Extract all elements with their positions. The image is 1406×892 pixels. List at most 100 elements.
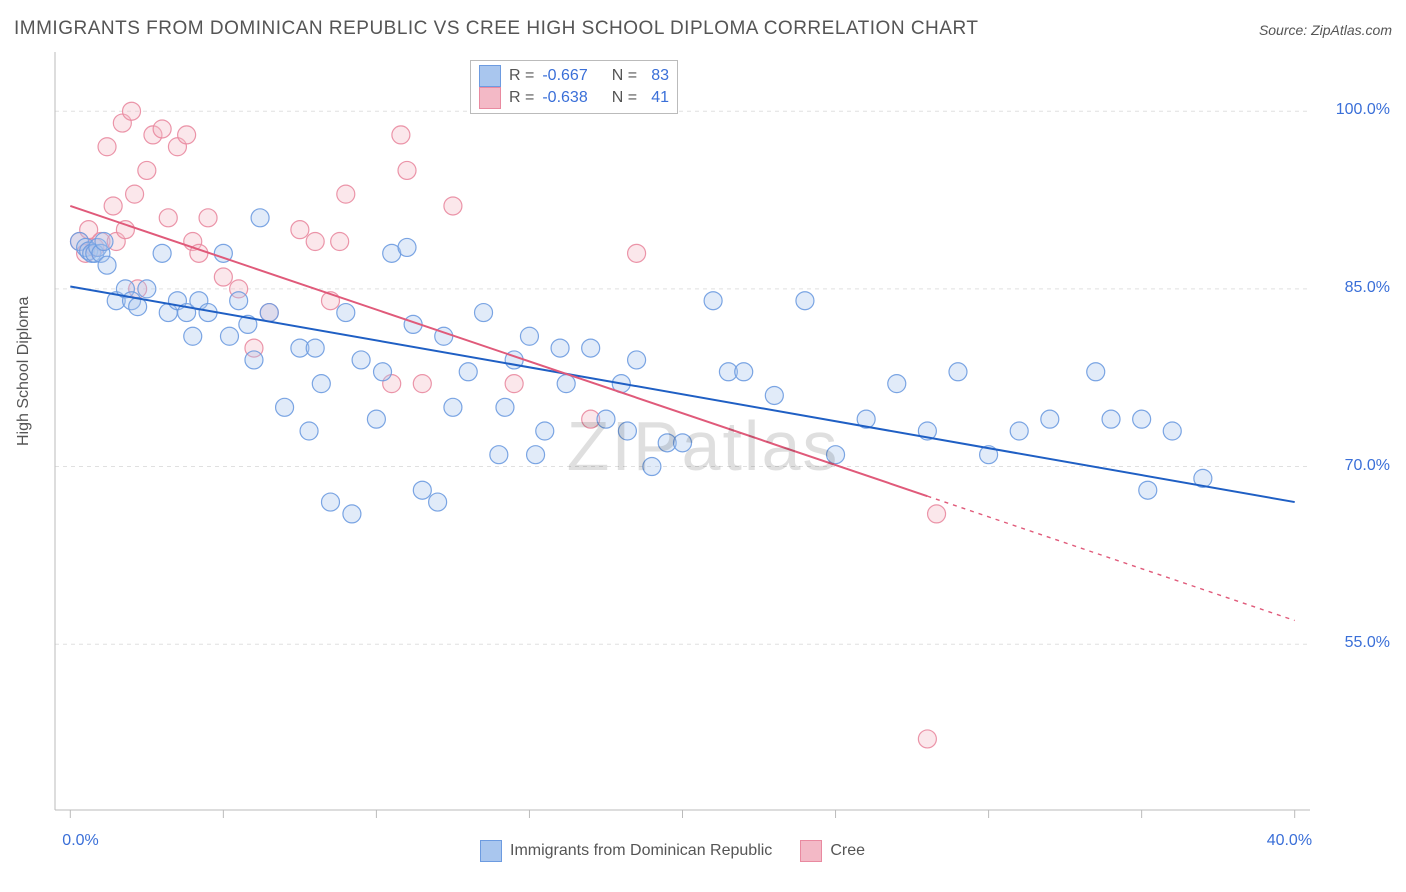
legend-stats: R = -0.667 N = 83 R = -0.638 N = 41 — [470, 60, 678, 114]
legend-series: Immigrants from Dominican Republic Cree — [480, 840, 865, 862]
data-point — [1102, 410, 1120, 428]
data-point — [643, 458, 661, 476]
data-point — [413, 375, 431, 393]
data-point — [331, 233, 349, 251]
data-point — [520, 327, 538, 345]
legend-series-item: Cree — [800, 840, 865, 862]
data-point — [582, 339, 600, 357]
legend-swatch — [800, 840, 822, 862]
data-point — [888, 375, 906, 393]
data-point — [1163, 422, 1181, 440]
data-point — [178, 126, 196, 144]
data-point — [276, 398, 294, 416]
data-point — [765, 386, 783, 404]
data-point — [104, 197, 122, 215]
data-point — [98, 138, 116, 156]
data-point — [796, 292, 814, 310]
x-tick-label: 0.0% — [62, 832, 98, 850]
data-point — [260, 304, 278, 322]
data-point — [628, 351, 646, 369]
data-point — [343, 505, 361, 523]
data-point — [230, 292, 248, 310]
data-point — [291, 221, 309, 239]
data-point — [505, 375, 523, 393]
data-point — [184, 327, 202, 345]
y-tick-label: 70.0% — [1330, 457, 1390, 475]
data-point — [444, 197, 462, 215]
data-point — [628, 244, 646, 262]
data-point — [496, 398, 514, 416]
legend-stat-row: R = -0.667 N = 83 — [479, 65, 669, 87]
data-point — [138, 280, 156, 298]
data-point — [398, 161, 416, 179]
data-point — [674, 434, 692, 452]
legend-r-label: R = — [509, 65, 534, 87]
data-point — [159, 209, 177, 227]
data-point — [337, 304, 355, 322]
data-point — [429, 493, 447, 511]
data-point — [337, 185, 355, 203]
legend-series-item: Immigrants from Dominican Republic — [480, 840, 772, 862]
data-point — [949, 363, 967, 381]
legend-r-value: -0.638 — [542, 87, 587, 109]
data-point — [392, 126, 410, 144]
data-point — [490, 446, 508, 464]
data-point — [153, 120, 171, 138]
data-point — [98, 256, 116, 274]
data-point — [220, 327, 238, 345]
legend-n-value: 83 — [645, 65, 669, 87]
data-point — [138, 161, 156, 179]
legend-r-value: -0.667 — [542, 65, 587, 87]
data-point — [597, 410, 615, 428]
data-point — [1139, 481, 1157, 499]
y-tick-label: 85.0% — [1330, 279, 1390, 297]
data-point — [1087, 363, 1105, 381]
scatter-plot — [0, 0, 1406, 892]
data-point — [413, 481, 431, 499]
data-point — [199, 209, 217, 227]
legend-swatch — [480, 840, 502, 862]
legend-stat-row: R = -0.638 N = 41 — [479, 87, 669, 109]
data-point — [1041, 410, 1059, 428]
data-point — [536, 422, 554, 440]
legend-series-label: Cree — [830, 842, 865, 860]
data-point — [827, 446, 845, 464]
data-point — [352, 351, 370, 369]
data-point — [475, 304, 493, 322]
data-point — [126, 185, 144, 203]
y-tick-label: 100.0% — [1330, 101, 1390, 119]
data-point — [251, 209, 269, 227]
data-point — [245, 351, 263, 369]
y-tick-label: 55.0% — [1330, 634, 1390, 652]
data-point — [214, 268, 232, 286]
data-point — [704, 292, 722, 310]
data-point — [123, 102, 141, 120]
chart-container: IMMIGRANTS FROM DOMINICAN REPUBLIC VS CR… — [0, 0, 1406, 892]
legend-n-value: 41 — [645, 87, 669, 109]
data-point — [306, 339, 324, 357]
data-point — [551, 339, 569, 357]
data-point — [1133, 410, 1151, 428]
data-point — [153, 244, 171, 262]
data-point — [557, 375, 575, 393]
data-point — [306, 233, 324, 251]
legend-swatch — [479, 87, 501, 109]
data-point — [918, 730, 936, 748]
data-point — [321, 493, 339, 511]
data-point — [367, 410, 385, 428]
legend-n-label: N = — [612, 87, 637, 109]
data-point — [459, 363, 477, 381]
data-point — [527, 446, 545, 464]
legend-n-label: N = — [612, 65, 637, 87]
data-point — [312, 375, 330, 393]
data-point — [618, 422, 636, 440]
data-point — [398, 238, 416, 256]
legend-r-label: R = — [509, 87, 534, 109]
data-point — [374, 363, 392, 381]
data-point — [300, 422, 318, 440]
x-tick-label: 40.0% — [1267, 832, 1312, 850]
data-point — [928, 505, 946, 523]
legend-series-label: Immigrants from Dominican Republic — [510, 842, 772, 860]
data-point — [735, 363, 753, 381]
data-point — [95, 233, 113, 251]
